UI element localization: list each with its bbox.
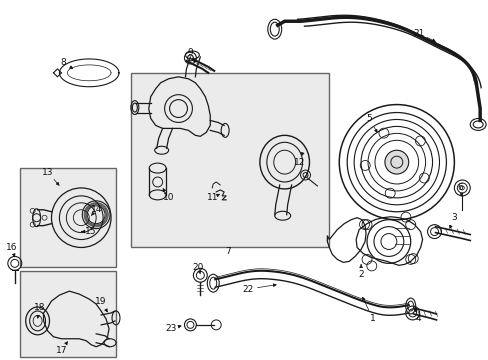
Text: 10: 10	[163, 193, 174, 202]
Text: 3: 3	[450, 213, 456, 222]
Text: 20: 20	[192, 263, 203, 272]
Bar	[20, 168, 116, 267]
Text: 11: 11	[206, 193, 218, 202]
Text: 16: 16	[6, 243, 18, 252]
Text: 22: 22	[242, 285, 253, 294]
Text: 2: 2	[358, 270, 363, 279]
Bar	[20, 271, 116, 357]
Text: 9: 9	[187, 49, 193, 58]
Bar	[131, 73, 328, 247]
Text: 23: 23	[164, 324, 176, 333]
Circle shape	[384, 150, 408, 174]
Text: 14: 14	[90, 205, 102, 214]
Text: 15: 15	[85, 227, 97, 236]
Text: 19: 19	[95, 297, 107, 306]
Text: 8: 8	[61, 58, 66, 67]
Text: 7: 7	[225, 247, 230, 256]
Text: 13: 13	[41, 167, 53, 176]
Text: 12: 12	[293, 158, 305, 167]
Text: 1: 1	[369, 314, 375, 323]
Text: 5: 5	[366, 114, 371, 123]
Text: 6: 6	[456, 184, 462, 193]
Text: 17: 17	[56, 346, 67, 355]
Text: 21: 21	[412, 29, 424, 38]
Text: 4: 4	[415, 314, 421, 323]
Text: 18: 18	[34, 302, 45, 311]
